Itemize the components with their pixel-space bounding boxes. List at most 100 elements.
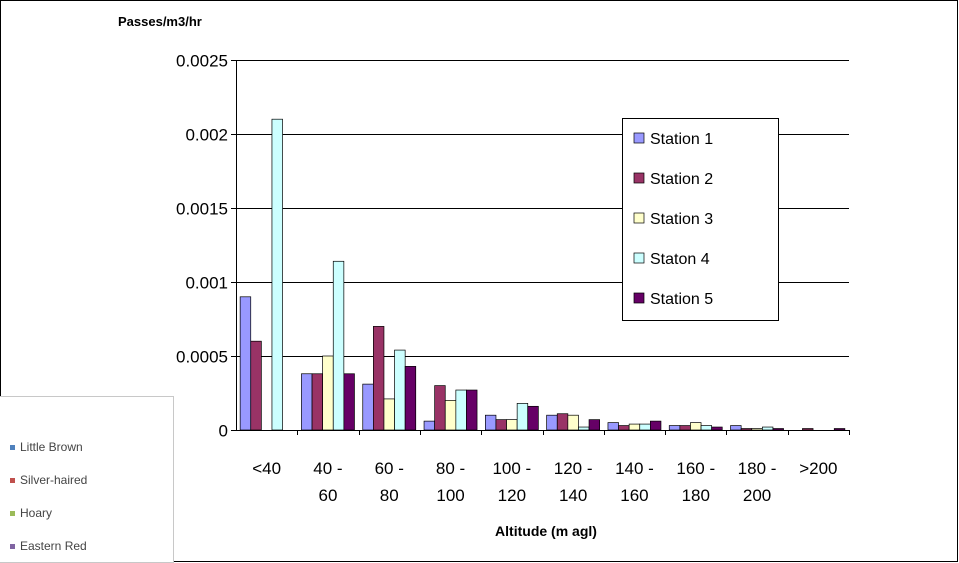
legend-label: Staton 4 xyxy=(650,251,710,268)
bar xyxy=(495,419,507,431)
bar xyxy=(556,413,569,431)
bar xyxy=(423,420,435,431)
overlay-legend-item: Little Brown xyxy=(10,440,83,454)
y-tick-label: 0 xyxy=(219,422,228,441)
bar xyxy=(578,426,590,431)
legend-label: Station 5 xyxy=(650,291,713,308)
bar xyxy=(516,403,529,431)
overlay-legend-label: Eastern Red xyxy=(20,539,87,553)
x-tick-label: <40 xyxy=(252,459,281,478)
bar xyxy=(751,428,763,431)
legend-swatch xyxy=(633,292,645,304)
bar xyxy=(802,428,814,431)
axes xyxy=(231,60,850,435)
bar xyxy=(833,428,846,431)
legend-swatch xyxy=(633,172,645,184)
legend-swatch xyxy=(633,132,645,144)
x-tick-label: 120 xyxy=(498,486,526,505)
bar xyxy=(394,349,406,431)
legend-swatch xyxy=(10,543,15,549)
x-tick-label: 100 - xyxy=(492,459,531,478)
x-tick-label: 40 - xyxy=(313,459,342,478)
overlay-legend-item: Silver-haired xyxy=(10,473,87,487)
bar xyxy=(567,414,579,431)
x-tick-label: 160 xyxy=(620,486,648,505)
bar xyxy=(527,405,539,431)
bar xyxy=(322,355,334,431)
bar xyxy=(373,326,385,431)
bar xyxy=(332,260,345,431)
x-tick-label: 180 - xyxy=(738,459,777,478)
legend-swatch xyxy=(633,252,645,264)
bar xyxy=(700,425,712,431)
bar xyxy=(679,425,691,431)
x-tick-label: >200 xyxy=(799,459,837,478)
bar xyxy=(404,366,417,431)
legend-swatch xyxy=(10,477,15,483)
y-tick-label: 0.0015 xyxy=(176,200,228,219)
x-tick-label: 160 - xyxy=(676,459,715,478)
x-axis-label: Altitude (m agl) xyxy=(495,523,597,539)
bar xyxy=(772,428,784,431)
bar xyxy=(434,385,446,431)
legend-box xyxy=(622,118,779,321)
y-axis-label: Passes/m3/hr xyxy=(118,14,202,29)
x-tick-label: 180 xyxy=(682,486,710,505)
bar xyxy=(618,425,630,431)
x-tick-label: 100 xyxy=(436,486,464,505)
y-tick-label: 0.001 xyxy=(185,274,228,293)
bar xyxy=(444,400,457,431)
bar xyxy=(506,419,518,431)
bar xyxy=(271,118,283,431)
x-tick-label: 140 - xyxy=(615,459,654,478)
bar xyxy=(250,340,262,431)
x-tick-label: 60 - xyxy=(375,459,404,478)
legend-swatch xyxy=(633,212,645,224)
x-tick-label: 80 - xyxy=(436,459,465,478)
x-tick-label: 120 - xyxy=(554,459,593,478)
overlay-legend-label: Silver-haired xyxy=(20,473,88,487)
bar xyxy=(455,389,467,431)
overlay-legend-item: Eastern Red xyxy=(10,539,87,553)
bar xyxy=(761,426,774,431)
legend-label: Station 1 xyxy=(650,131,713,148)
overlay-legend-item: Hoary xyxy=(10,506,52,520)
bar xyxy=(668,425,681,431)
bar xyxy=(301,373,313,431)
y-tick-labels: 0 0.0005 0.001 0.0015 0.002 0.0025 xyxy=(176,52,228,441)
bar xyxy=(639,423,651,431)
bar xyxy=(343,373,355,431)
x-tick-label: 80 xyxy=(380,486,399,505)
legend: Station 1 Station 2 Station 3 Staton 4 Stati… xyxy=(622,118,779,321)
y-tick-label: 0.0005 xyxy=(176,348,228,367)
overlay-legend-label: Hoary xyxy=(20,506,53,520)
bar xyxy=(311,373,323,431)
bar xyxy=(711,426,723,431)
bar xyxy=(546,414,558,431)
bar xyxy=(588,419,600,431)
overlay-legend: Little Brown Silver-haired Hoary Eastern… xyxy=(0,396,174,563)
bar xyxy=(730,425,742,431)
x-tick-labels: <40 40 - 60 60 - 80 80 - 100 100 - 120 120 - 140 14… xyxy=(252,459,837,505)
bar xyxy=(362,383,374,431)
legend-label: Station 3 xyxy=(650,211,713,228)
y-tick-label: 0.0025 xyxy=(176,52,228,71)
legend-swatch xyxy=(10,444,15,450)
bar xyxy=(383,398,395,431)
bar xyxy=(649,420,662,431)
bar xyxy=(740,428,753,431)
legend-swatch xyxy=(10,510,15,516)
bar xyxy=(239,296,252,431)
x-tick-label: 140 xyxy=(559,486,587,505)
y-tick-label: 0.002 xyxy=(185,126,228,145)
bar xyxy=(607,422,619,431)
bar xyxy=(690,422,702,431)
x-tick-label: 200 xyxy=(743,486,771,505)
bar xyxy=(485,414,497,431)
bar xyxy=(466,389,478,431)
legend-label: Station 2 xyxy=(650,171,713,188)
x-tick-label: 60 xyxy=(318,486,337,505)
bar xyxy=(628,423,641,431)
